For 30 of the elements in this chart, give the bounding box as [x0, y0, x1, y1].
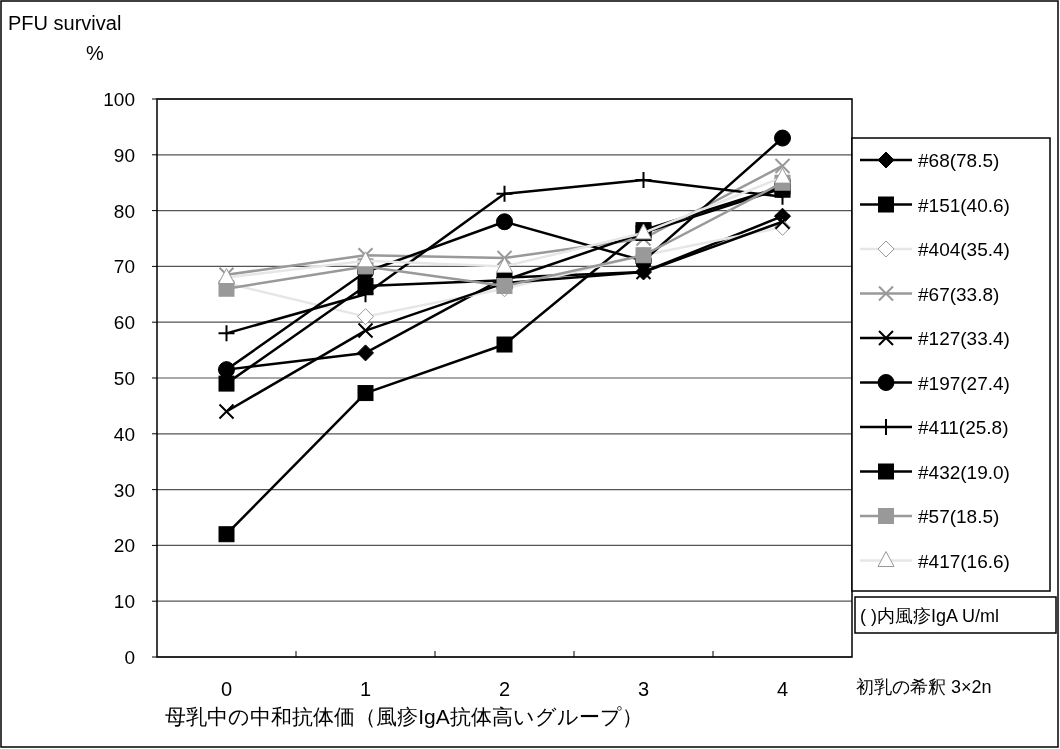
- legend-label: #67(33.8): [918, 283, 1000, 305]
- legend-label: #68(78.5): [918, 150, 1000, 171]
- x-tick-label: 2: [498, 678, 511, 700]
- legend-label: #151(40.6): [918, 194, 1010, 216]
- x-tick-label: 1: [359, 678, 372, 700]
- text: ( )内風疹IgA U/ml: [860, 606, 1000, 626]
- y-axis-title: PFU survival %: [8, 12, 122, 64]
- x-tick-label: 0: [220, 678, 233, 700]
- y-tick-label: 80: [113, 200, 135, 222]
- x-axis-title: 母乳中の中和抗体価（風疹IgA抗体高いグループ）: [165, 705, 643, 728]
- x-tick-label: 4: [776, 678, 789, 700]
- legend-label: #57(18.5): [918, 506, 1000, 527]
- y-tick-label: 0: [124, 647, 135, 668]
- text: 初乳の希釈 3×2n: [856, 677, 992, 697]
- y-tick-label: 30: [113, 479, 135, 501]
- y-tick-label: 70: [113, 256, 135, 278]
- y-tick-label: 10: [113, 591, 135, 613]
- legend-label: #432(19.0): [918, 461, 1010, 483]
- y-tick-label: 20: [113, 535, 135, 557]
- y-tick-label: 60: [113, 312, 135, 334]
- y-tick-label: 90: [113, 144, 135, 166]
- y-tick-label: 100: [103, 89, 135, 110]
- legend-label: #417(16.6): [918, 550, 1010, 572]
- legend-label: #411(25.8): [918, 417, 1009, 438]
- legend-label: #404(35.4): [918, 239, 1010, 260]
- y-tick-label: 50: [113, 368, 135, 389]
- legend-label: #197(27.4): [918, 372, 1010, 394]
- legend-label: #127(33.4): [918, 328, 1010, 349]
- y-tick-label: 40: [113, 423, 135, 445]
- x-tick-label: 3: [637, 678, 650, 700]
